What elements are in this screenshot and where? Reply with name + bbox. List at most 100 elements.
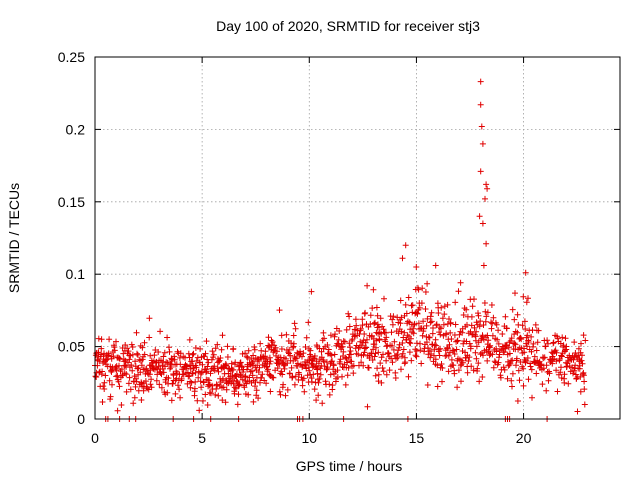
data-point bbox=[302, 344, 309, 350]
data-point bbox=[479, 333, 486, 340]
data-point bbox=[330, 362, 337, 369]
data-point bbox=[111, 347, 118, 354]
data-point bbox=[571, 367, 577, 374]
data-point bbox=[484, 185, 491, 192]
data-point bbox=[495, 327, 502, 334]
data-point bbox=[489, 351, 496, 358]
data-point bbox=[557, 369, 564, 376]
data-point bbox=[370, 286, 377, 293]
data-point bbox=[487, 342, 494, 349]
data-point bbox=[394, 354, 401, 361]
data-point bbox=[317, 371, 324, 378]
data-point bbox=[163, 359, 170, 366]
data-point bbox=[305, 319, 312, 326]
data-point bbox=[219, 332, 226, 339]
data-point bbox=[257, 340, 264, 347]
data-point bbox=[192, 345, 199, 351]
data-point bbox=[468, 313, 475, 320]
data-point bbox=[453, 346, 460, 353]
data-point bbox=[315, 379, 322, 386]
data-point bbox=[450, 347, 457, 354]
data-point bbox=[102, 372, 109, 379]
data-point bbox=[358, 342, 365, 349]
data-point bbox=[525, 376, 532, 383]
data-point bbox=[350, 370, 357, 377]
data-point bbox=[441, 303, 448, 310]
data-point bbox=[134, 350, 140, 357]
data-point bbox=[414, 310, 421, 317]
data-point bbox=[509, 370, 516, 377]
data-point bbox=[303, 334, 310, 341]
y-tick-label: 0 bbox=[77, 411, 85, 427]
data-point bbox=[389, 342, 395, 349]
data-point bbox=[382, 338, 389, 345]
data-point bbox=[160, 369, 167, 376]
data-point bbox=[580, 372, 587, 379]
data-point bbox=[511, 316, 518, 323]
data-point bbox=[203, 369, 209, 376]
data-point bbox=[310, 356, 316, 363]
data-point bbox=[343, 326, 350, 333]
data-point bbox=[508, 335, 515, 342]
data-point bbox=[359, 322, 366, 329]
data-point bbox=[215, 368, 222, 375]
y-tick-label: 0.15 bbox=[58, 194, 85, 210]
data-point bbox=[197, 371, 204, 377]
data-point bbox=[345, 364, 352, 371]
data-point bbox=[245, 391, 252, 398]
y-tick-label: 0.05 bbox=[58, 339, 85, 355]
data-point bbox=[99, 399, 106, 405]
data-point bbox=[155, 349, 162, 355]
data-point bbox=[357, 325, 364, 332]
data-point bbox=[274, 348, 280, 355]
data-point bbox=[331, 351, 338, 358]
data-point bbox=[207, 370, 214, 377]
data-point bbox=[315, 392, 322, 399]
data-point bbox=[329, 358, 336, 365]
data-point bbox=[176, 386, 183, 393]
data-point bbox=[311, 353, 318, 359]
data-point bbox=[350, 362, 357, 369]
data-point bbox=[219, 397, 226, 404]
data-point bbox=[133, 378, 140, 385]
data-point bbox=[420, 318, 427, 325]
data-point bbox=[214, 341, 221, 348]
data-point bbox=[379, 323, 386, 330]
data-point bbox=[558, 364, 564, 371]
data-point bbox=[403, 310, 410, 317]
data-point bbox=[267, 388, 274, 395]
data-point bbox=[423, 339, 430, 346]
data-point bbox=[499, 331, 506, 337]
data-point bbox=[325, 346, 332, 353]
data-point bbox=[318, 354, 325, 361]
data-point bbox=[572, 350, 579, 356]
data-point bbox=[433, 321, 440, 328]
data-point bbox=[115, 378, 122, 385]
data-point bbox=[327, 371, 334, 378]
data-point bbox=[455, 367, 462, 374]
data-point bbox=[553, 349, 560, 356]
data-point bbox=[511, 340, 518, 347]
data-point bbox=[290, 332, 297, 339]
data-point bbox=[508, 357, 514, 364]
x-tick-labels: 0 5 10 15 20 bbox=[91, 430, 531, 446]
data-point bbox=[522, 269, 529, 276]
data-point bbox=[364, 403, 371, 410]
data-point bbox=[324, 342, 331, 348]
data-point bbox=[116, 362, 122, 369]
data-point bbox=[544, 337, 551, 344]
data-point bbox=[482, 308, 489, 315]
data-point bbox=[448, 336, 455, 342]
data-point bbox=[390, 313, 397, 320]
data-point bbox=[255, 395, 262, 402]
data-point bbox=[441, 311, 448, 318]
data-point bbox=[138, 362, 145, 369]
data-point bbox=[553, 367, 560, 374]
data-point bbox=[147, 352, 154, 359]
data-point bbox=[105, 350, 112, 357]
data-point bbox=[128, 362, 135, 369]
data-point bbox=[360, 362, 367, 369]
data-point bbox=[514, 311, 521, 318]
data-point bbox=[419, 285, 426, 292]
data-point bbox=[113, 373, 120, 380]
